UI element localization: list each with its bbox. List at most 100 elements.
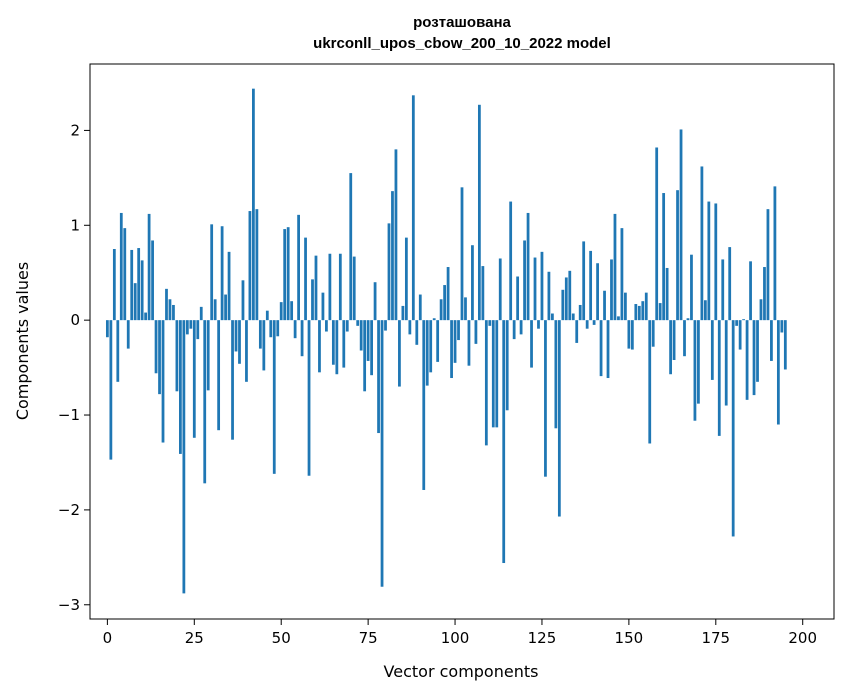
y-axis: −3 −2 −1 0 1 2 [58,121,90,614]
y-tick-label: 1 [70,216,80,234]
bar [679,129,683,321]
bar [627,320,631,349]
bar [105,320,109,338]
bar [651,320,655,347]
bar [446,267,450,321]
bar [283,229,287,321]
bar [304,237,307,321]
bar [620,228,624,321]
bar [331,320,335,365]
bar [151,240,154,321]
x-axis: 0 25 50 75 100 125 150 175 200 [103,619,817,647]
bar [773,186,777,321]
bar [763,267,766,321]
bar [199,306,203,321]
bar [443,285,447,321]
bar [363,320,367,392]
bar [530,320,533,368]
bar [415,320,419,345]
bar [571,313,575,321]
bar [759,299,763,321]
bar [359,320,363,351]
bar [738,320,742,350]
bar [158,320,161,395]
bar [533,257,537,321]
bar [568,270,572,321]
bar [182,320,186,594]
bar [314,255,318,321]
bar [380,320,384,587]
bar [634,304,638,321]
bar [714,203,718,321]
bar [648,320,652,444]
bar [422,320,426,490]
bar [213,299,217,321]
bar [731,320,735,537]
bar [252,88,255,321]
bar [662,193,666,321]
bar [707,201,711,321]
bar [258,320,262,349]
bar [502,320,506,564]
bar [766,209,770,321]
bar [248,211,252,321]
bar [338,253,342,321]
y-axis-label: Components values [13,262,32,420]
bar [126,320,130,349]
bar [676,190,679,321]
bar [599,320,603,377]
bar [432,318,436,321]
bar [342,320,346,368]
bar [391,191,394,321]
bar [613,213,617,321]
bar [366,320,370,361]
bar [516,276,520,321]
x-tick-label: 200 [788,629,817,647]
bar [384,320,387,331]
x-tick-label: 125 [528,629,557,647]
bar [307,320,311,476]
bar [217,320,221,431]
bar [672,320,676,360]
bar [467,320,471,366]
bar [471,245,474,321]
bar [450,320,453,379]
bar [192,320,196,438]
bar [112,249,116,321]
bar [658,303,662,321]
bar [387,223,391,321]
bar [592,320,596,325]
bar [460,187,464,321]
y-tick-label: 0 [70,311,80,329]
bar [318,320,321,373]
bar [717,320,721,436]
bar [735,320,739,326]
bar [241,280,245,321]
bar [352,256,356,321]
x-axis-label: Vector components [384,662,539,681]
bar [742,319,745,321]
plot-frame [89,63,835,620]
bar [398,320,401,387]
bar [578,304,582,321]
bar [453,320,457,363]
bar [710,320,714,380]
bar [203,320,207,484]
bar [596,263,599,321]
bar [606,320,610,379]
bar [575,320,579,343]
bar [439,299,443,321]
bar [272,320,276,474]
bar [328,253,332,321]
bar [116,320,120,382]
bars-group [105,88,787,594]
bar [509,201,513,321]
bar [279,302,283,321]
bar [245,320,248,382]
bar [770,320,773,361]
y-tick-label: −2 [58,501,80,519]
bar [745,320,749,400]
x-tick-label: 50 [272,629,291,647]
bar [175,320,179,392]
